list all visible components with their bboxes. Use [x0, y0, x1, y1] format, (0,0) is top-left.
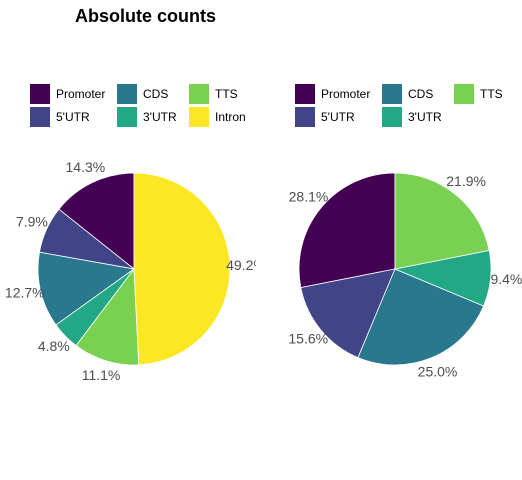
legend-swatch	[454, 84, 474, 104]
legend-label: CDS	[143, 87, 168, 101]
pie-slice	[58, 172, 135, 270]
pie-slice	[75, 267, 140, 366]
slice-label: 11.1%	[82, 367, 121, 383]
slice-label: 14.3%	[66, 159, 106, 175]
slice-label: 12.7%	[5, 284, 45, 300]
legend-label: Intron	[215, 110, 246, 124]
legend-swatch	[117, 107, 137, 127]
legend-swatch	[382, 107, 402, 127]
pie-panel: 14.3% 7.9% 12.7% 4.8% 11.1% 49.2%	[5, 159, 266, 383]
legend-label: 3'UTR	[143, 110, 177, 124]
legend-swatch	[295, 107, 315, 127]
pie-slice	[133, 172, 231, 366]
legend-label: Promoter	[56, 87, 105, 101]
legend-label: Promoter	[321, 87, 370, 101]
legend-swatch	[189, 107, 209, 127]
pie-slice	[300, 268, 396, 359]
legend-label: TTS	[480, 87, 503, 101]
slice-label: 15.6%	[288, 331, 328, 347]
legend-swatch	[295, 84, 315, 104]
legend-swatch	[189, 84, 209, 104]
slice-label: 28.1%	[289, 189, 329, 205]
pie-slice	[37, 251, 136, 326]
legend-swatch	[30, 84, 50, 104]
slice-label: 4.8%	[38, 338, 70, 354]
legend-label: 3'UTR	[408, 110, 442, 124]
legend-label: 5'UTR	[56, 110, 90, 124]
legend-label: CDS	[408, 87, 433, 101]
legend-swatch	[382, 84, 402, 104]
slice-label: 9.4%	[490, 271, 522, 287]
legend-label: TTS	[215, 87, 238, 101]
pie-slice	[298, 172, 396, 289]
slice-label: 7.9%	[16, 214, 48, 230]
chart-title: Absolute counts	[75, 6, 216, 26]
legend-swatch	[117, 84, 137, 104]
pie-slice	[394, 172, 490, 270]
pie-panel: 28.1% 15.6% 25.0% 9.4% 21.9%	[288, 172, 522, 379]
slice-label: 21.9%	[446, 173, 486, 189]
legend-label: 5'UTR	[321, 110, 355, 124]
legend-swatch	[30, 107, 50, 127]
slice-label: 49.2%	[226, 257, 266, 273]
slice-label: 25.0%	[418, 363, 458, 379]
